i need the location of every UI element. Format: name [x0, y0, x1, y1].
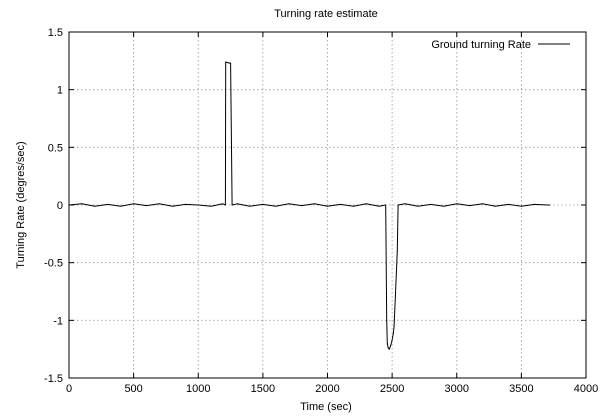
data-point [225, 61, 227, 63]
data-point [387, 347, 389, 349]
data-point [391, 340, 393, 342]
series-line [68, 61, 550, 350]
data-point [378, 205, 380, 207]
data-point [388, 348, 390, 350]
data-point [262, 203, 264, 205]
data-point [430, 203, 432, 205]
data-point [314, 203, 316, 205]
data-point [520, 205, 522, 207]
y-tick-label: 1 [57, 85, 63, 97]
x-tick-label: 0 [66, 383, 72, 395]
data-point [171, 205, 173, 207]
x-axis-label: Time (sec) [300, 401, 352, 413]
data-point [365, 203, 367, 205]
data-point [339, 203, 341, 205]
data-point [184, 203, 186, 205]
data-point [404, 203, 406, 205]
data-point [158, 203, 160, 205]
data-point [533, 203, 535, 205]
data-point [107, 203, 109, 205]
data-point [301, 205, 303, 207]
x-tick-label: 2000 [315, 383, 339, 395]
series-layer [68, 61, 551, 350]
x-tick-label: 2500 [380, 383, 404, 395]
data-point [197, 204, 199, 206]
y-tick-label: 0.5 [48, 142, 63, 154]
data-point [397, 204, 399, 206]
data-point [482, 203, 484, 205]
data-point [456, 203, 458, 205]
data-point [231, 204, 233, 206]
x-tick-label: 500 [124, 383, 142, 395]
data-point [392, 333, 394, 335]
data-point [224, 204, 226, 206]
data-point [222, 203, 224, 205]
legend: Ground turning Rate [431, 39, 570, 51]
data-point [507, 203, 509, 205]
data-point [352, 205, 354, 207]
data-point [386, 342, 388, 344]
x-tick-label: 3500 [509, 383, 533, 395]
data-point [549, 204, 551, 206]
data-point [386, 319, 388, 321]
y-tick-label: -0.5 [44, 258, 63, 270]
data-point [94, 205, 96, 207]
y-tick-label: -1 [53, 315, 63, 327]
data-point [469, 205, 471, 207]
data-point [249, 205, 251, 207]
x-tick-label: 4000 [574, 383, 598, 395]
chart-title: Turning rate estimate [274, 8, 378, 20]
data-point [210, 205, 212, 207]
data-point [288, 203, 290, 205]
data-point [230, 62, 232, 64]
data-point [81, 203, 83, 205]
data-point [546, 204, 548, 206]
data-point [327, 205, 328, 207]
x-tick-label: 3000 [445, 383, 469, 395]
data-point [146, 205, 148, 207]
data-point [393, 325, 395, 327]
y-tick-label: 0 [57, 200, 63, 212]
data-point [495, 205, 497, 207]
data-point [133, 203, 135, 205]
grid-layer [69, 32, 586, 378]
x-tick-label: 1000 [186, 383, 210, 395]
data-point [417, 205, 419, 207]
data-point [120, 205, 122, 207]
data-point [236, 203, 238, 205]
y-axis-label: Turning Rate (degres/sec) [15, 141, 27, 268]
y-tick-label: 1.5 [48, 27, 63, 39]
y-tick-label: -1.5 [44, 373, 63, 385]
data-point [228, 62, 230, 64]
x-tick-label: 1500 [251, 383, 275, 395]
data-point [275, 205, 277, 207]
data-point [443, 205, 445, 207]
data-point [396, 250, 398, 252]
legend-label: Ground turning Rate [431, 39, 531, 51]
data-point [385, 204, 387, 206]
data-point [390, 345, 392, 347]
tick-layer: 0 500 1000 1500 2000 2500 3000 3500 4000 1.5 1 0.5 0… [44, 27, 598, 395]
